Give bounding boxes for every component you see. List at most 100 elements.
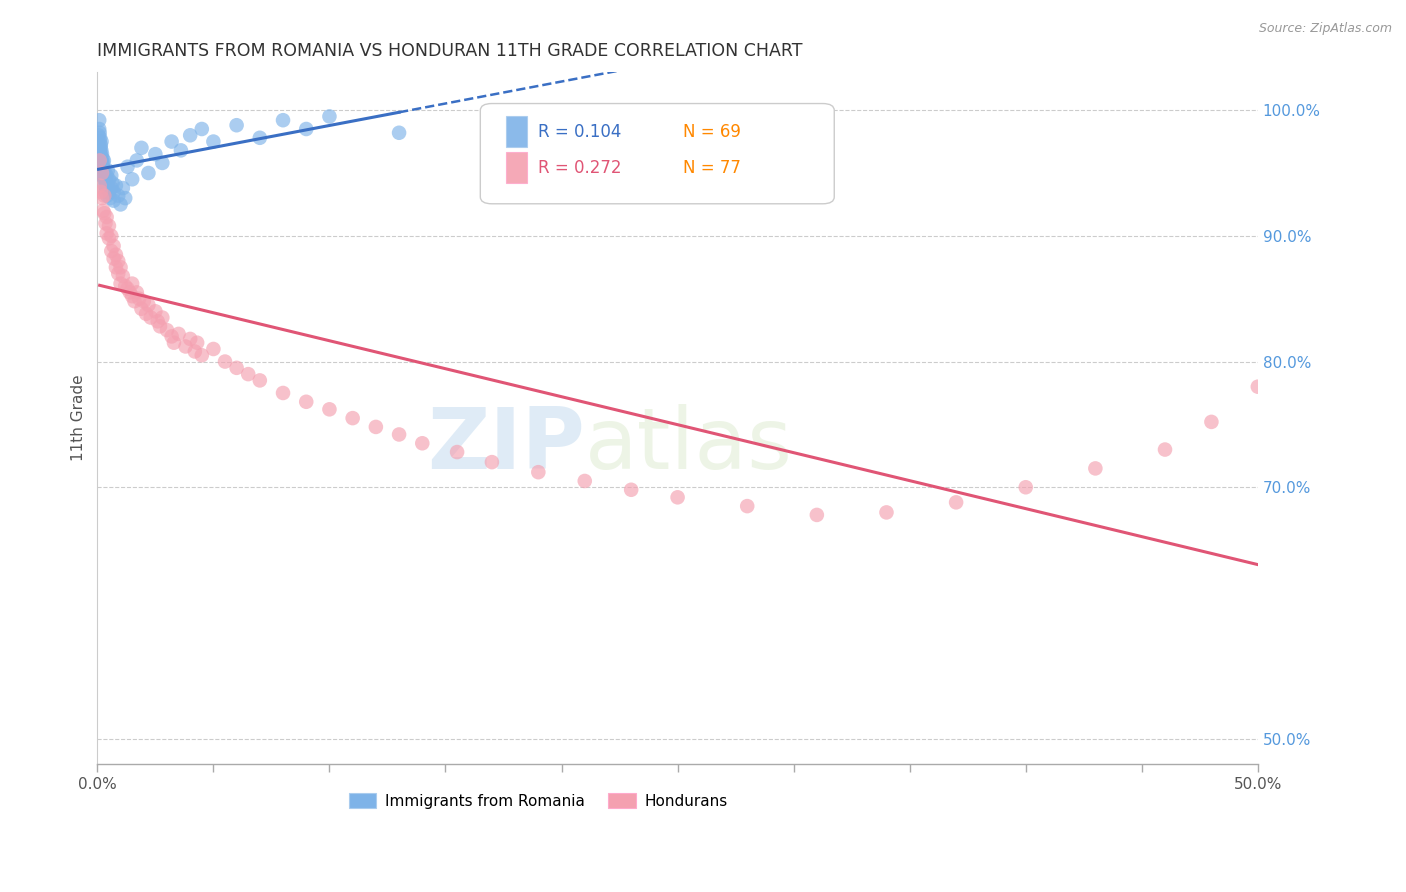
Point [90, 144, 112, 158]
Point [91, 169, 114, 183]
Point [111, 181, 134, 195]
Point [93, 153, 115, 168]
Point [94, 185, 117, 199]
Point [96, 169, 118, 183]
Point [156, 323, 179, 337]
Point [945, 495, 967, 509]
Point [89, 144, 111, 158]
Point [89, 122, 111, 136]
Point [97, 172, 120, 186]
Point [214, 354, 236, 368]
Point [101, 176, 124, 190]
Point [107, 188, 129, 202]
Point [96, 181, 118, 195]
Point [179, 332, 201, 346]
Point [167, 326, 190, 341]
Point [89, 113, 111, 128]
Point [163, 335, 186, 350]
Point [96, 176, 118, 190]
Point [121, 172, 143, 186]
Point [100, 228, 122, 243]
Point [97, 219, 120, 233]
Point [125, 153, 148, 168]
Point [91, 160, 114, 174]
Point [735, 499, 758, 513]
Text: N = 77: N = 77 [683, 159, 741, 177]
Point [186, 335, 208, 350]
Point [91, 203, 114, 218]
Point [295, 122, 318, 136]
FancyBboxPatch shape [506, 152, 527, 183]
Point [174, 339, 197, 353]
Text: R = 0.272: R = 0.272 [538, 159, 621, 177]
Point [90, 150, 112, 164]
Point [94, 172, 117, 186]
Point [89, 130, 111, 145]
FancyBboxPatch shape [506, 116, 527, 147]
Point [93, 206, 115, 220]
Point [100, 169, 122, 183]
Point [388, 427, 411, 442]
Point [160, 329, 183, 343]
Point [238, 367, 260, 381]
Point [191, 122, 214, 136]
Point [98, 191, 121, 205]
Point [93, 188, 115, 202]
Point [574, 474, 596, 488]
Point [124, 294, 146, 309]
Point [97, 231, 120, 245]
Point [806, 508, 828, 522]
Text: Source: ZipAtlas.com: Source: ZipAtlas.com [1258, 22, 1392, 36]
Point [110, 197, 132, 211]
Point [150, 156, 173, 170]
Point [90, 185, 112, 199]
Y-axis label: 11th Grade: 11th Grade [72, 375, 86, 461]
Point [97, 185, 120, 199]
Point [97, 163, 120, 178]
Point [135, 307, 157, 321]
Point [103, 239, 125, 253]
Point [364, 420, 387, 434]
Point [1084, 461, 1107, 475]
Text: N = 69: N = 69 [683, 123, 741, 141]
Point [481, 455, 503, 469]
Point [225, 118, 247, 132]
Point [97, 178, 120, 193]
FancyBboxPatch shape [481, 103, 834, 203]
Point [104, 178, 127, 193]
Point [121, 277, 143, 291]
Point [184, 344, 207, 359]
Point [271, 113, 294, 128]
Point [96, 210, 118, 224]
Point [93, 172, 115, 186]
Point [149, 319, 172, 334]
Point [117, 282, 139, 296]
Point [111, 268, 134, 283]
Point [318, 402, 340, 417]
Point [875, 505, 897, 519]
Point [91, 156, 114, 170]
Point [110, 260, 132, 275]
Point [91, 169, 114, 183]
Point [91, 191, 114, 205]
Point [114, 191, 136, 205]
Point [90, 163, 112, 178]
Point [1247, 380, 1270, 394]
Legend: Immigrants from Romania, Hondurans: Immigrants from Romania, Hondurans [343, 788, 734, 815]
Point [104, 260, 127, 275]
Point [1154, 442, 1177, 457]
Point [1201, 415, 1223, 429]
Point [89, 156, 111, 170]
Point [160, 135, 183, 149]
Text: IMMIGRANTS FROM ROMANIA VS HONDURAN 11TH GRADE CORRELATION CHART: IMMIGRANTS FROM ROMANIA VS HONDURAN 11TH… [97, 42, 803, 60]
Point [225, 360, 247, 375]
Point [93, 163, 115, 178]
Point [666, 491, 689, 505]
Point [121, 289, 143, 303]
Point [96, 188, 118, 202]
Point [411, 436, 433, 450]
Point [271, 386, 294, 401]
Point [100, 181, 122, 195]
Point [87, 128, 110, 143]
Point [295, 394, 318, 409]
